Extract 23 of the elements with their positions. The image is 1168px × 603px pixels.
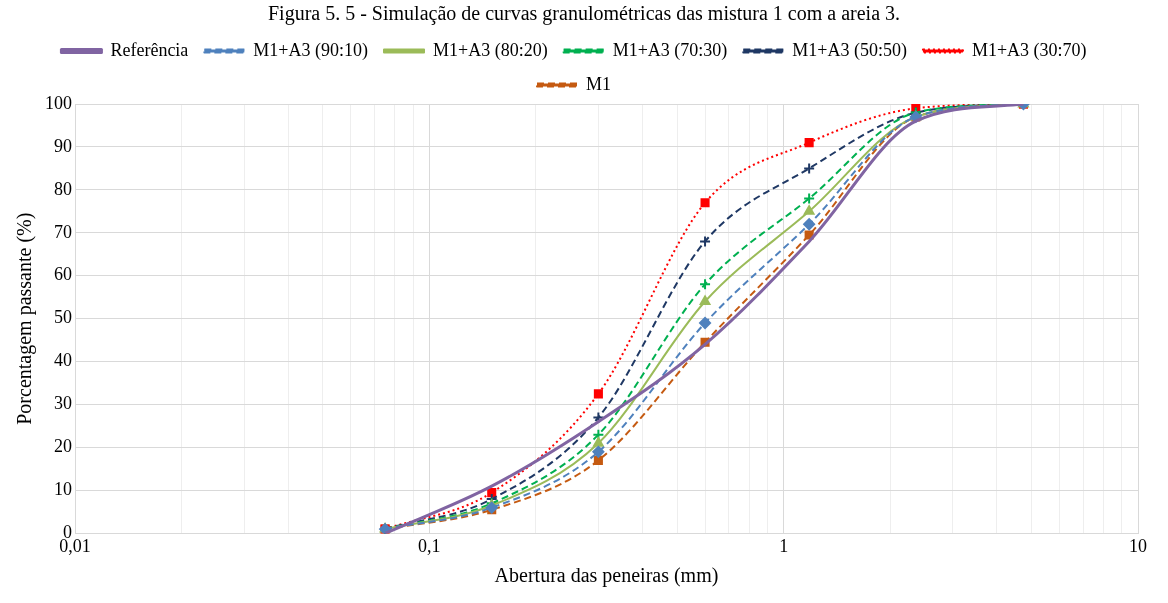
legend-label: M1+A3 (90:10) bbox=[253, 39, 369, 61]
legend-label: M1+A3 (50:50) bbox=[792, 39, 907, 61]
y-tick-label: 20 bbox=[54, 436, 72, 457]
y-axis-title: Porcentagem passante (%) bbox=[13, 212, 37, 425]
chart-title: Figura 5. 5 - Simulação de curvas granulométricas das mistura 1 com a areia 3. bbox=[267, 1, 901, 26]
legend-label: M1+A3 (30:70) bbox=[971, 39, 1087, 61]
x-tick-label: 10 bbox=[1129, 535, 1147, 556]
x-tick-label: 1 bbox=[779, 535, 789, 556]
y-tick-label: 10 bbox=[54, 479, 72, 500]
y-tick-label: 30 bbox=[54, 393, 72, 414]
y-tick-label: 70 bbox=[54, 221, 72, 242]
x-tick-label: 0,1 bbox=[418, 535, 441, 556]
y-tick-label: 40 bbox=[54, 350, 72, 371]
legend-label: M1+A3 (70:30) bbox=[612, 39, 728, 61]
y-tick-label: 100 bbox=[45, 92, 72, 113]
y-tick-label: 50 bbox=[54, 307, 72, 328]
legend-label: M1+A3 (80:20) bbox=[433, 39, 548, 61]
legend-label: M1 bbox=[586, 73, 612, 94]
y-tick-label: 90 bbox=[54, 135, 72, 156]
x-axis-title: Abertura das peneiras (mm) bbox=[494, 564, 719, 588]
legend-label: Referência bbox=[110, 39, 189, 60]
y-tick-label: 60 bbox=[54, 264, 72, 285]
y-tick-label: 80 bbox=[54, 178, 72, 199]
